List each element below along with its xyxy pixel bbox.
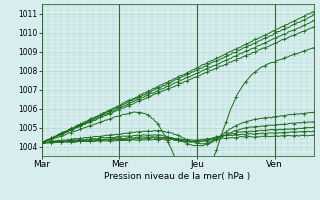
X-axis label: Pression niveau de la mer( hPa ): Pression niveau de la mer( hPa ) [104,172,251,181]
